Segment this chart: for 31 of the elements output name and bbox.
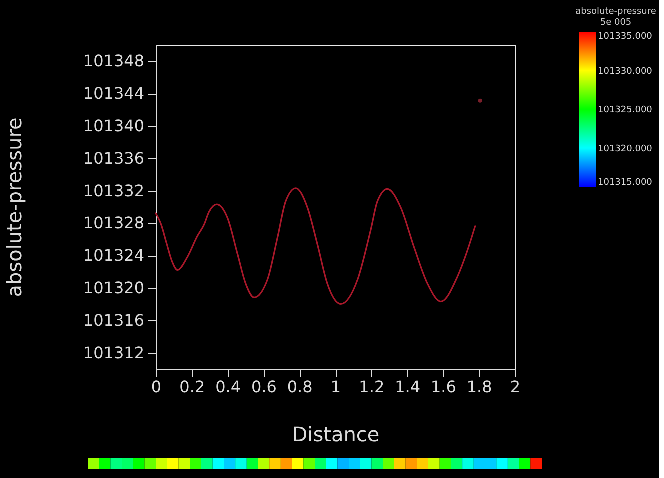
color-bar-label: 101335.000 xyxy=(598,32,653,42)
x-tick-label: 0 xyxy=(151,378,162,396)
y-tick-label: 101316 xyxy=(83,310,144,330)
x-tick-label: 0.2 xyxy=(180,378,206,396)
y-tick-label: 101312 xyxy=(83,343,144,362)
x-tick-label: 0.6 xyxy=(251,378,277,396)
x-tick-label: 1.8 xyxy=(466,378,492,396)
x-axis-title: Distance xyxy=(292,422,380,446)
color-bar-title: absolute-pressure xyxy=(576,7,657,17)
y-axis-title: absolute-pressure xyxy=(2,118,26,298)
x-tick-label: 0.4 xyxy=(216,378,242,396)
text: 5e 005 xyxy=(600,18,632,28)
line-series xyxy=(155,188,476,305)
y-tick-label: 101324 xyxy=(83,246,144,266)
y-tick-label: 101340 xyxy=(83,116,144,136)
color-bar-label: 101325.000 xyxy=(598,106,653,116)
y-tick-label: 101332 xyxy=(83,181,144,200)
color-bar-label: 101315.000 xyxy=(598,178,653,188)
x-tick-label: 1.2 xyxy=(359,378,385,396)
y-tick-label: 101336 xyxy=(83,148,144,168)
x-tick-label: 0.8 xyxy=(287,378,313,396)
x-tick-label: 1.4 xyxy=(395,378,421,396)
y-tick-label: 101344 xyxy=(83,84,144,104)
x-tick-label: 1 xyxy=(330,378,342,396)
color-bar-label: 101320.000 xyxy=(598,144,653,154)
x-tick-label: 2 xyxy=(510,378,521,396)
y-tick-label: 101348 xyxy=(83,52,144,71)
y-tick-label: 101320 xyxy=(83,278,144,298)
color-bar-label: 101330.000 xyxy=(598,66,653,77)
x-tick-label: 1.6 xyxy=(430,378,456,396)
y-tick-label: 101328 xyxy=(83,214,144,233)
